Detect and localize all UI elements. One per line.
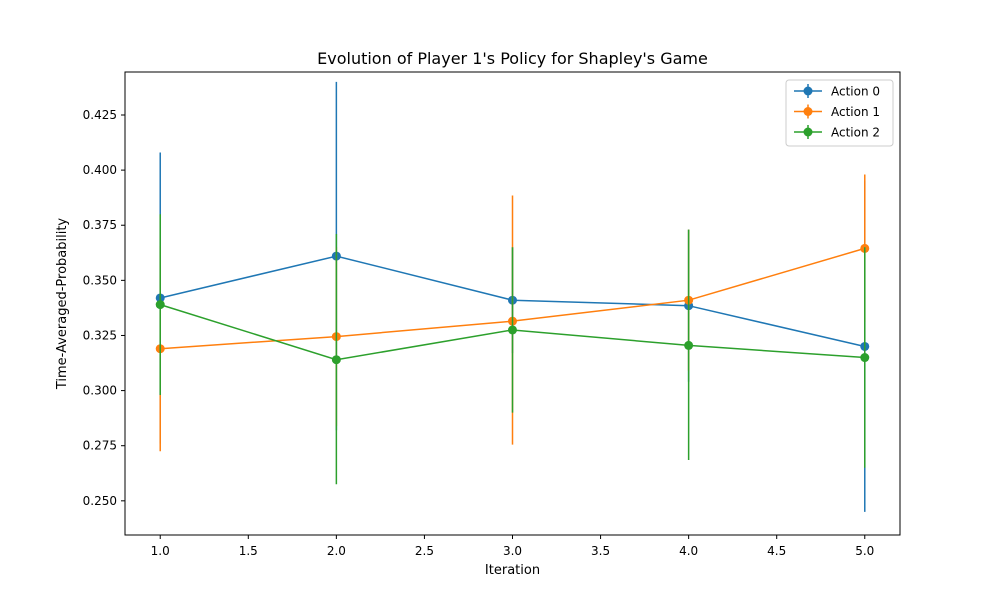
legend-label: Action 1 <box>831 105 880 119</box>
x-tick-label: 5.0 <box>855 544 874 558</box>
legend-item: Action 2 <box>794 125 880 140</box>
x-tick-label: 4.0 <box>679 544 698 558</box>
x-tick-label: 4.5 <box>767 544 786 558</box>
x-axis-ticks: 1.0 1.5 2.0 2.5 3.0 3.5 4.0 4.5 5.0 <box>151 535 874 558</box>
legend-marker <box>803 107 813 116</box>
y-axis-ticks: 0.250 0.275 0.300 0.325 0.350 0.375 0.400 0.425 <box>83 108 125 508</box>
y-tick-label: 0.400 <box>83 163 117 177</box>
x-tick-label: 3.0 <box>503 544 522 558</box>
x-axis-label: Iteration <box>485 563 540 578</box>
y-tick-label: 0.250 <box>83 494 117 508</box>
y-tick-label: 0.375 <box>83 218 117 232</box>
y-tick-label: 0.425 <box>83 108 117 122</box>
data-point <box>155 300 165 310</box>
x-tick-label: 2.0 <box>327 544 346 558</box>
x-tick-label: 3.5 <box>591 544 610 558</box>
y-axis-label: Time-Averaged-Probability <box>55 218 70 391</box>
legend-box <box>785 79 894 147</box>
data-point <box>331 355 341 365</box>
chart-title: Evolution of Player 1's Policy for Shapl… <box>317 49 708 68</box>
legend-label: Action 2 <box>831 126 880 140</box>
series-layer <box>155 81 870 512</box>
legend: Action 0 Action 1 Action 2 <box>785 79 894 147</box>
legend-marker <box>803 127 813 137</box>
y-tick-label: 0.275 <box>83 439 117 453</box>
series-2 <box>155 214 870 485</box>
y-tick-label: 0.325 <box>83 328 117 342</box>
data-point <box>508 325 517 335</box>
y-tick-label: 0.300 <box>83 384 117 398</box>
legend-item: Action 1 <box>794 104 880 119</box>
legend-label: Action 0 <box>831 85 880 99</box>
y-tick-label: 0.350 <box>83 273 117 287</box>
data-point <box>684 340 694 350</box>
legend-marker <box>803 86 813 96</box>
legend-item: Action 0 <box>794 84 880 99</box>
data-point <box>860 353 870 363</box>
x-tick-label: 2.5 <box>415 544 434 558</box>
x-tick-label: 1.5 <box>239 544 258 558</box>
x-tick-label: 1.0 <box>151 544 170 558</box>
